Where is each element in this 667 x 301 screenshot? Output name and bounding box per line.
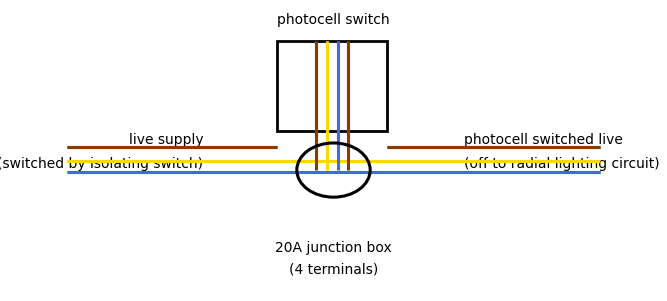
Bar [277, 41, 387, 131]
Ellipse shape [297, 143, 370, 197]
Text: (off to radial lighting circuit): (off to radial lighting circuit) [464, 157, 659, 171]
Text: (switched by isolating switch): (switched by isolating switch) [0, 157, 203, 171]
Text: photocell switched live: photocell switched live [464, 133, 622, 147]
Text: live supply: live supply [129, 133, 203, 147]
Text: 20A junction box: 20A junction box [275, 241, 392, 255]
Text: photocell switch: photocell switch [277, 13, 390, 26]
Text: (4 terminals): (4 terminals) [289, 262, 378, 276]
